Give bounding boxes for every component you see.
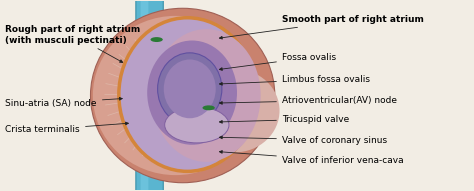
Circle shape	[202, 105, 215, 110]
Text: Sinu-atria (SA) node: Sinu-atria (SA) node	[5, 97, 122, 108]
Ellipse shape	[152, 29, 261, 162]
Text: Tricuspid valve: Tricuspid valve	[219, 115, 349, 124]
Text: Valve of inferior vena-cava: Valve of inferior vena-cava	[219, 151, 403, 165]
Ellipse shape	[157, 53, 222, 125]
Circle shape	[151, 37, 163, 42]
Ellipse shape	[93, 16, 258, 175]
Text: Atrioventricular(AV) node: Atrioventricular(AV) node	[219, 96, 397, 105]
Ellipse shape	[190, 69, 280, 152]
Ellipse shape	[164, 59, 216, 118]
Text: Smooth part of right atrium: Smooth part of right atrium	[219, 15, 424, 39]
Text: Valve of coronary sinus: Valve of coronary sinus	[219, 136, 387, 145]
Text: Limbus fossa ovalis: Limbus fossa ovalis	[219, 75, 370, 85]
FancyBboxPatch shape	[141, 0, 148, 191]
Text: Rough part of right atrium
(with musculi pectinati): Rough part of right atrium (with musculi…	[5, 25, 141, 62]
Text: Crista terminalis: Crista terminalis	[5, 122, 128, 134]
Ellipse shape	[164, 107, 229, 143]
FancyBboxPatch shape	[136, 0, 163, 191]
Ellipse shape	[91, 8, 275, 183]
Text: Fossa ovalis: Fossa ovalis	[219, 53, 336, 70]
Ellipse shape	[119, 18, 256, 171]
Ellipse shape	[147, 40, 237, 145]
